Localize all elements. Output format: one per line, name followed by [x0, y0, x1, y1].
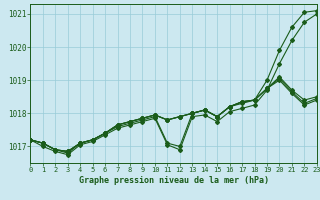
- X-axis label: Graphe pression niveau de la mer (hPa): Graphe pression niveau de la mer (hPa): [79, 176, 268, 185]
